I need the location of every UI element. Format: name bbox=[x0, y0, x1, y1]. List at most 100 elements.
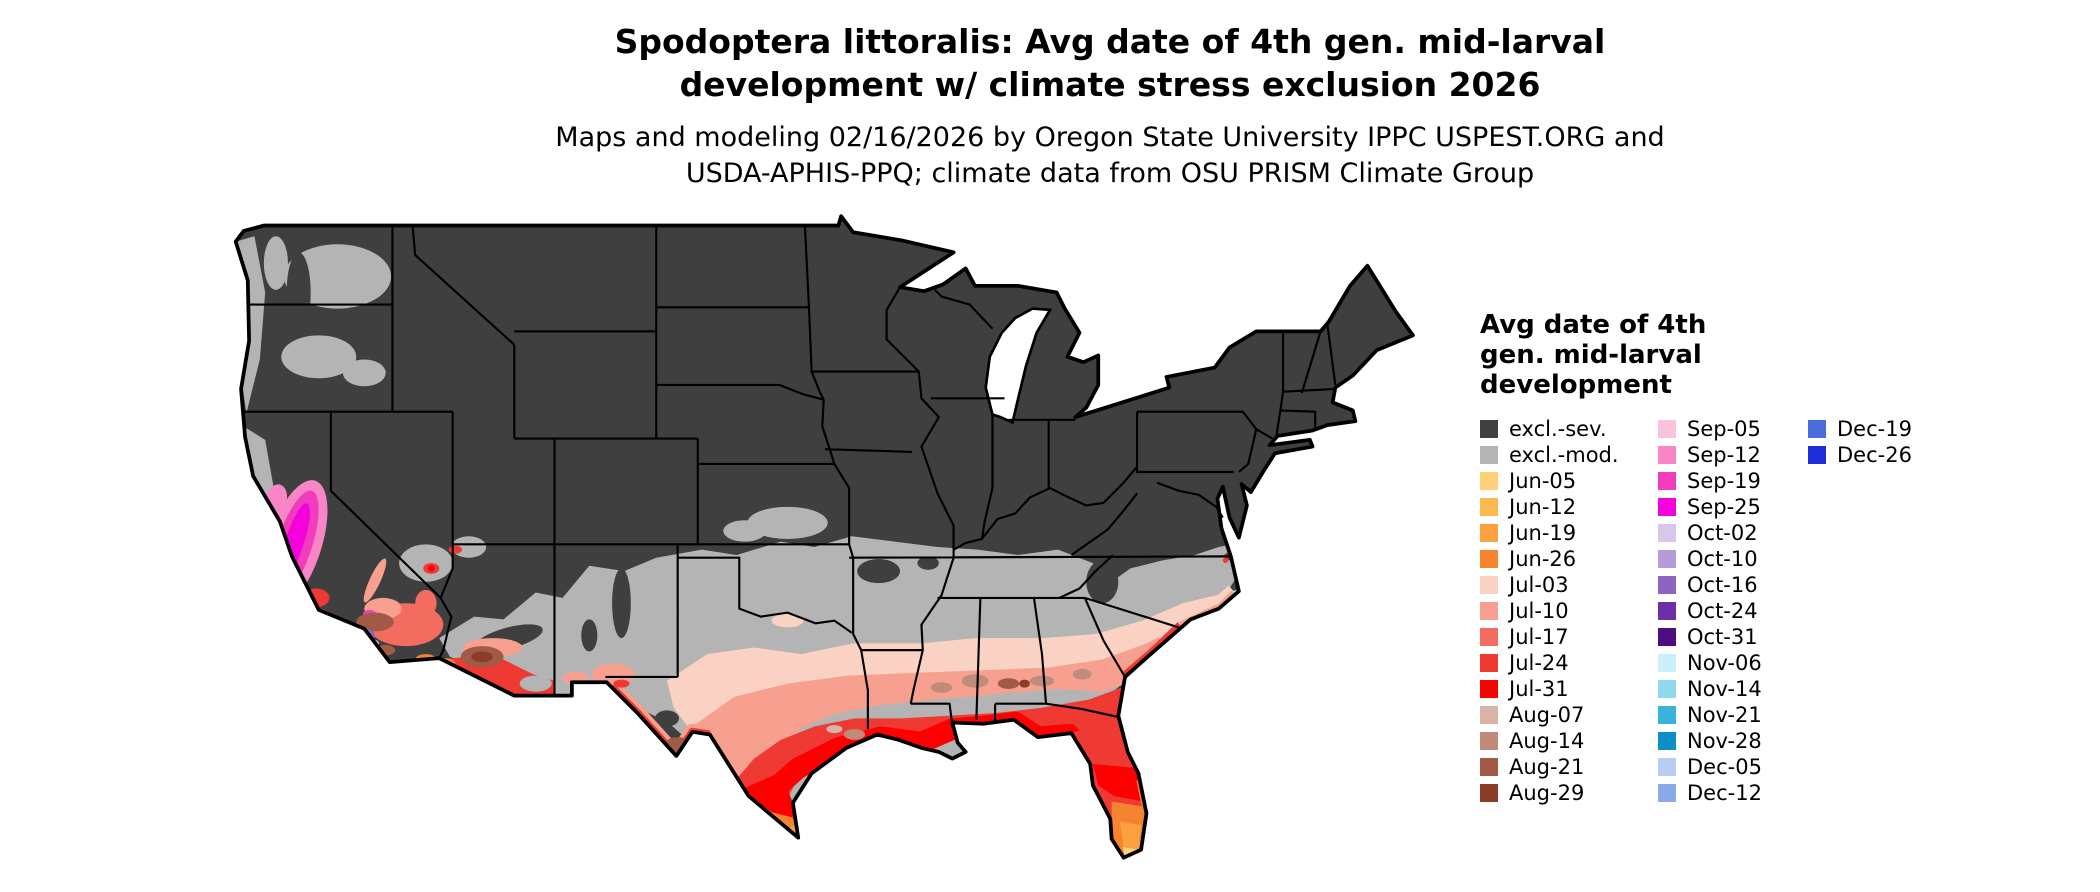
legend-entry: Aug-14 bbox=[1480, 728, 1658, 754]
legend-label: Sep-19 bbox=[1687, 469, 1761, 493]
legend-label: Aug-29 bbox=[1509, 781, 1585, 805]
legend-column-3: Dec-19 Dec-26 bbox=[1808, 416, 1912, 806]
legend-swatch bbox=[1658, 524, 1676, 542]
legend-label: Aug-14 bbox=[1509, 729, 1585, 753]
legend-entry: Nov-14 bbox=[1658, 676, 1808, 702]
legend-label: Nov-14 bbox=[1687, 677, 1762, 701]
legend-label: Jul-24 bbox=[1509, 651, 1569, 675]
legend-label: Jun-26 bbox=[1509, 547, 1577, 571]
legend-label: Dec-26 bbox=[1837, 443, 1912, 467]
legend-swatch bbox=[1658, 732, 1676, 750]
legend-label: Jul-03 bbox=[1509, 573, 1569, 597]
legend-entry: Sep-05 bbox=[1658, 416, 1808, 442]
legend-swatch bbox=[1480, 706, 1498, 724]
conus-map-figure bbox=[225, 212, 1417, 882]
conus-map bbox=[233, 214, 1415, 860]
legend-label: Dec-05 bbox=[1687, 755, 1762, 779]
legend-swatch bbox=[1480, 784, 1498, 802]
legend-entry: Jun-26 bbox=[1480, 546, 1658, 572]
legend-swatch bbox=[1658, 602, 1676, 620]
legend-title: Avg date of 4th gen. mid-larval developm… bbox=[1480, 310, 1707, 400]
legend-entry: Jul-24 bbox=[1480, 650, 1658, 676]
legend-entry: Nov-06 bbox=[1658, 650, 1808, 676]
legend-label: Aug-21 bbox=[1509, 755, 1585, 779]
map-legend: Avg date of 4th gen. mid-larval developm… bbox=[1480, 310, 2080, 806]
legend-label: excl.-sev. bbox=[1509, 417, 1607, 441]
legend-swatch bbox=[1480, 550, 1498, 568]
legend-entry: Aug-21 bbox=[1480, 754, 1658, 780]
map-raster-layers bbox=[235, 216, 1413, 858]
legend-label: Dec-12 bbox=[1687, 781, 1762, 805]
legend-entry: Nov-21 bbox=[1658, 702, 1808, 728]
legend-label: Jul-31 bbox=[1509, 677, 1569, 701]
legend-swatch bbox=[1480, 628, 1498, 646]
legend-label: Sep-25 bbox=[1687, 495, 1761, 519]
legend-swatch bbox=[1658, 706, 1676, 724]
legend-label: Oct-16 bbox=[1687, 573, 1758, 597]
title-line-2: development w/ climate stress exclusion … bbox=[679, 65, 1541, 104]
legend-swatch bbox=[1658, 576, 1676, 594]
legend-label: Nov-21 bbox=[1687, 703, 1762, 727]
legend-swatch bbox=[1658, 498, 1676, 516]
legend-entry: Dec-05 bbox=[1658, 754, 1808, 780]
legend-entry: Sep-19 bbox=[1658, 468, 1808, 494]
legend-label: Oct-02 bbox=[1687, 521, 1758, 545]
legend-label: Oct-10 bbox=[1687, 547, 1758, 571]
legend-swatch bbox=[1658, 420, 1676, 438]
legend-entry: Oct-24 bbox=[1658, 598, 1808, 624]
legend-column-1: excl.-sev. excl.-mod. Jun-05 Jun-12 Jun-19 Ju… bbox=[1480, 416, 1658, 806]
legend-entry: Oct-02 bbox=[1658, 520, 1808, 546]
legend-swatch bbox=[1658, 472, 1676, 490]
legend-entry: Oct-16 bbox=[1658, 572, 1808, 598]
legend-swatch bbox=[1480, 498, 1498, 516]
legend-label: Oct-24 bbox=[1687, 599, 1758, 623]
subtitle-line-2: USDA-APHIS-PPQ; climate data from OSU PR… bbox=[685, 158, 1535, 189]
legend-label: Jul-10 bbox=[1509, 599, 1569, 623]
legend-entry: Dec-19 bbox=[1808, 416, 1912, 442]
legend-entry: excl.-mod. bbox=[1480, 442, 1658, 468]
page-title: Spodoptera littoralis: Avg date of 4th g… bbox=[300, 20, 1920, 106]
legend-swatch bbox=[1808, 446, 1826, 464]
legend-swatch bbox=[1480, 472, 1498, 490]
legend-label: Jun-19 bbox=[1509, 521, 1577, 545]
legend-entry: Jun-12 bbox=[1480, 494, 1658, 520]
legend-label: Aug-07 bbox=[1509, 703, 1585, 727]
legend-swatch bbox=[1480, 654, 1498, 672]
legend-entry: Sep-12 bbox=[1658, 442, 1808, 468]
legend-columns: excl.-sev. excl.-mod. Jun-05 Jun-12 Jun-19 Ju… bbox=[1480, 416, 2080, 806]
legend-label: Sep-12 bbox=[1687, 443, 1761, 467]
us-outline bbox=[233, 214, 1415, 860]
legend-entry: excl.-sev. bbox=[1480, 416, 1658, 442]
title-line-1: Spodoptera littoralis: Avg date of 4th g… bbox=[614, 22, 1606, 61]
legend-swatch bbox=[1480, 524, 1498, 542]
legend-swatch bbox=[1480, 602, 1498, 620]
legend-label: Sep-05 bbox=[1687, 417, 1761, 441]
legend-label: Nov-28 bbox=[1687, 729, 1762, 753]
legend-entry: Jun-19 bbox=[1480, 520, 1658, 546]
legend-swatch bbox=[1480, 420, 1498, 438]
legend-entry: Jun-05 bbox=[1480, 468, 1658, 494]
legend-entry: Jul-03 bbox=[1480, 572, 1658, 598]
state-boundaries bbox=[243, 225, 1337, 730]
legend-swatch bbox=[1480, 758, 1498, 776]
legend-swatch bbox=[1480, 732, 1498, 750]
legend-label: Nov-06 bbox=[1687, 651, 1762, 675]
legend-label: Jun-05 bbox=[1509, 469, 1577, 493]
page-subtitle: Maps and modeling 02/16/2026 by Oregon S… bbox=[300, 120, 1920, 192]
legend-label: excl.-mod. bbox=[1509, 443, 1619, 467]
legend-swatch bbox=[1808, 420, 1826, 438]
legend-label: Jun-12 bbox=[1509, 495, 1577, 519]
legend-entry: Dec-12 bbox=[1658, 780, 1808, 806]
legend-swatch bbox=[1658, 784, 1676, 802]
legend-label: Jul-17 bbox=[1509, 625, 1569, 649]
legend-swatch bbox=[1658, 628, 1676, 646]
legend-entry: Jul-17 bbox=[1480, 624, 1658, 650]
legend-entry: Sep-25 bbox=[1658, 494, 1808, 520]
legend-column-2: Sep-05 Sep-12 Sep-19 Sep-25 Oct-02 Oct-10 Oct-… bbox=[1658, 416, 1808, 806]
legend-swatch bbox=[1658, 446, 1676, 464]
legend-entry: Jul-10 bbox=[1480, 598, 1658, 624]
legend-entry: Oct-31 bbox=[1658, 624, 1808, 650]
legend-label: Oct-31 bbox=[1687, 625, 1758, 649]
legend-swatch bbox=[1480, 680, 1498, 698]
